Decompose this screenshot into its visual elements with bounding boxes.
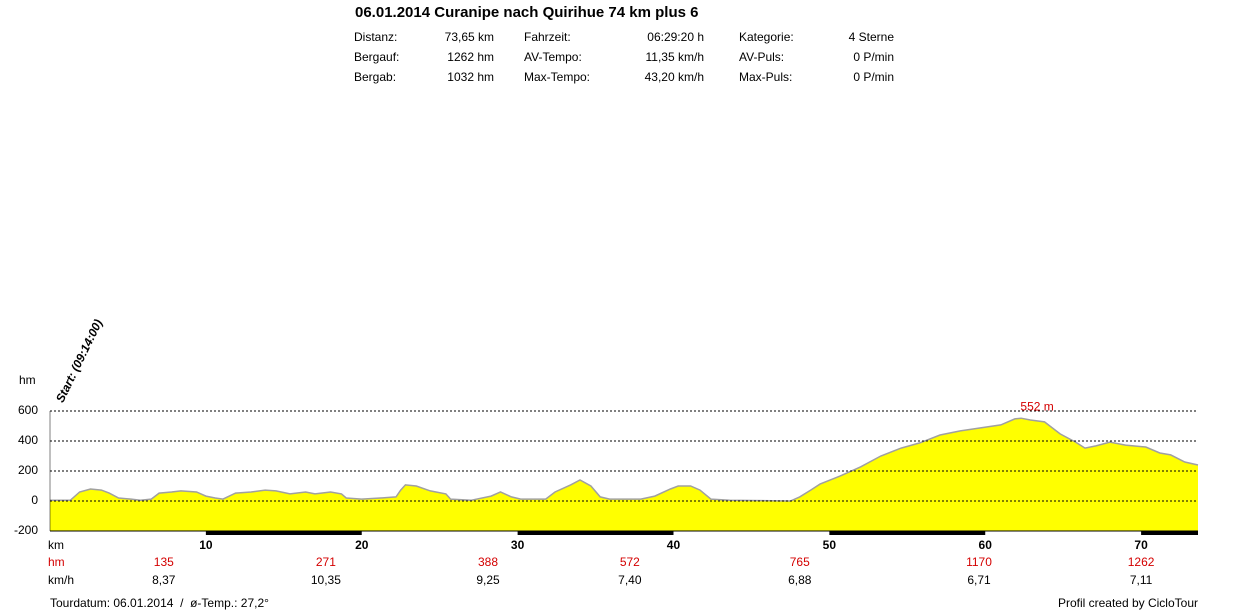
max-annotation: 552 m <box>1020 399 1053 413</box>
y-tick-label: -200 <box>14 523 38 537</box>
speed-value: 9,25 <box>476 573 500 587</box>
scale-bar <box>829 531 986 535</box>
speed-value: 6,71 <box>967 573 991 587</box>
footer-right: Profil created by CicloTour <box>1058 596 1198 610</box>
climb-row-label: hm <box>48 555 65 569</box>
stat-label: AV-Tempo: <box>524 50 582 64</box>
speed-value: 7,11 <box>1130 573 1153 587</box>
start-label: Start: (09:14:00) <box>53 317 105 405</box>
stat-value: 0 P/min <box>853 50 894 64</box>
stat-label: Max-Puls: <box>739 70 792 84</box>
stat-label: Kategorie: <box>739 30 794 44</box>
elevation-line <box>50 417 1199 502</box>
speed-value: 7,40 <box>618 573 642 587</box>
speed-value: 8,37 <box>152 573 176 587</box>
stat-label: AV-Puls: <box>739 50 784 64</box>
stat-label: Distanz: <box>354 30 397 44</box>
stat-value: 1032 hm <box>447 70 494 84</box>
climb-value: 572 <box>620 555 640 569</box>
y-axis-label: hm <box>19 373 36 387</box>
x-tick-label: 60 <box>979 538 993 552</box>
stat-value: 06:29:20 h <box>647 30 704 44</box>
x-tick-label: 50 <box>823 538 837 552</box>
stat-value: 73,65 km <box>445 30 494 44</box>
x-tick-label: 40 <box>667 538 681 552</box>
elevation-area <box>50 418 1198 531</box>
stat-label: Max-Tempo: <box>524 70 590 84</box>
stat-label: Fahrzeit: <box>524 30 571 44</box>
stat-value: 1262 hm <box>447 50 494 64</box>
y-tick-label: 600 <box>18 403 38 417</box>
climb-value: 1170 <box>966 555 992 569</box>
scale-bar <box>1141 531 1198 535</box>
stat-value: 43,20 km/h <box>645 70 704 84</box>
y-tick-label: 200 <box>18 463 38 477</box>
stat-value: 0 P/min <box>853 70 894 84</box>
climb-value: 1262 <box>1128 555 1155 569</box>
speed-row-label: km/h <box>48 573 74 587</box>
y-tick-label: 400 <box>18 433 38 447</box>
footer-left: Tourdatum: 06.01.2014 / ø-Temp.: 27,2° <box>50 596 269 610</box>
climb-value: 271 <box>316 555 336 569</box>
x-tick-label: 20 <box>355 538 369 552</box>
stat-value: 11,35 km/h <box>646 50 704 64</box>
stat-value: 4 Sterne <box>849 30 895 44</box>
speed-value: 6,88 <box>788 573 812 587</box>
stats-table: Distanz: 73,65 km Fahrzeit: 06:29:20 h Kateg… <box>354 30 894 84</box>
stat-label: Bergauf: <box>354 50 399 64</box>
y-tick-label: 0 <box>31 493 38 507</box>
climb-value: 388 <box>478 555 498 569</box>
climb-value: 765 <box>790 555 810 569</box>
x-tick-label: 30 <box>511 538 525 552</box>
scale-bar <box>517 531 674 535</box>
stat-label: Bergab: <box>354 70 396 84</box>
chart-title: 06.01.2014 Curanipe nach Quirihue 74 km … <box>355 4 698 21</box>
climb-value: 135 <box>154 555 174 569</box>
speed-value: 10,35 <box>311 573 341 587</box>
x-axis-label: km <box>48 538 64 552</box>
x-tick-label: 10 <box>199 538 213 552</box>
scale-bar <box>205 531 362 535</box>
x-tick-label: 70 <box>1134 538 1148 552</box>
